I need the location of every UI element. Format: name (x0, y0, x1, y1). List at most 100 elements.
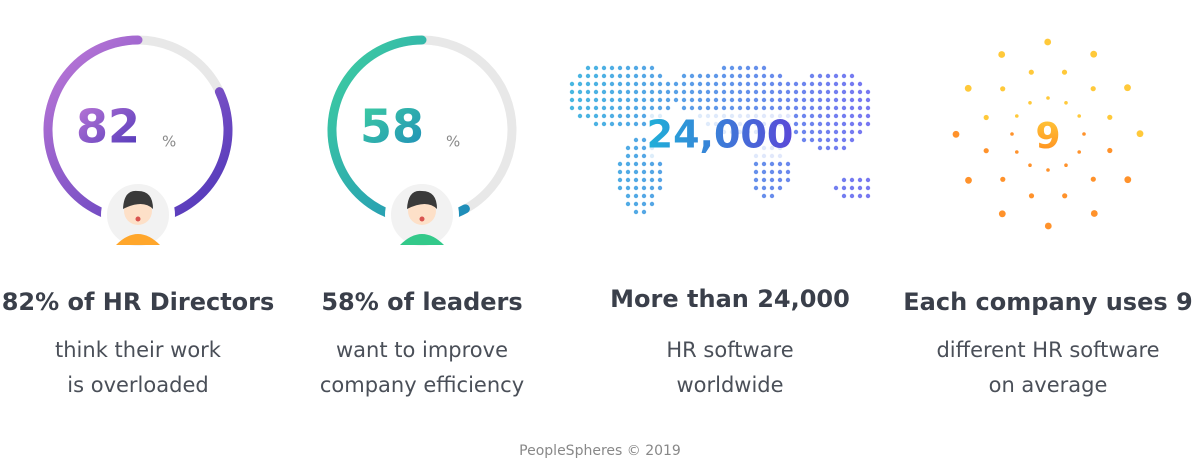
map-dot (817, 97, 823, 103)
map-dot (841, 185, 847, 191)
map-dot (841, 81, 847, 87)
map-dot (617, 65, 623, 71)
map-dot (721, 65, 727, 71)
map-dot (729, 81, 735, 87)
map-dot (649, 97, 655, 103)
map-dot (617, 89, 623, 95)
map-dot (833, 105, 839, 111)
map-dot (737, 89, 743, 95)
map-dot (641, 121, 647, 127)
avatar-mouth (419, 216, 425, 222)
map-dot (825, 73, 831, 79)
map-dot (769, 169, 775, 175)
map-dot (745, 89, 751, 95)
map-dot (841, 129, 847, 135)
map-dot (833, 137, 839, 143)
map-dot (641, 209, 647, 215)
map-dot (745, 81, 751, 87)
map-dot (809, 89, 815, 95)
map-dot (697, 73, 703, 79)
map-dot (689, 97, 695, 103)
map-dot (617, 169, 623, 175)
map-dot (769, 97, 775, 103)
map-dot (689, 105, 695, 111)
map-dot (793, 105, 799, 111)
map-dot (833, 145, 839, 151)
confetti (952, 130, 960, 138)
map-dot (633, 73, 639, 79)
map-dot (601, 65, 607, 71)
map-dot (609, 73, 615, 79)
map-dot (785, 169, 791, 175)
map-dot (769, 185, 775, 191)
map-dot (745, 97, 751, 103)
map-dot (569, 97, 575, 103)
map-dot (817, 73, 823, 79)
map-dot (609, 89, 615, 95)
map-dot (785, 97, 791, 103)
map-dot (801, 97, 807, 103)
map-dot (649, 73, 655, 79)
map-dot (833, 81, 839, 87)
map-dot (705, 89, 711, 95)
map-dot (777, 169, 783, 175)
map-dot (681, 105, 687, 111)
map-dot (625, 193, 631, 199)
stat-description: is overloaded (67, 373, 208, 397)
confetti (998, 210, 1006, 218)
map-dot (617, 97, 623, 103)
confetti (983, 114, 989, 121)
avatar-body (116, 234, 160, 245)
map-dot (769, 161, 775, 167)
gauge-value: 58 (360, 100, 424, 154)
map-dot (617, 121, 623, 127)
burst-value: 9 (1035, 116, 1060, 157)
map-dot (849, 185, 855, 191)
map-dot (753, 65, 759, 71)
map-dot (753, 161, 759, 167)
map-dot (809, 113, 815, 119)
map-dot (849, 89, 855, 95)
map-dot (841, 89, 847, 95)
confetti (1124, 176, 1132, 184)
confetti (964, 84, 972, 92)
map-dot (601, 73, 607, 79)
confetti (1062, 193, 1068, 199)
map-dot (793, 81, 799, 87)
map-dot (849, 121, 855, 127)
map-dot (817, 145, 823, 151)
map-dot (865, 97, 871, 103)
map-dot (849, 97, 855, 103)
stat-description: HR software (666, 338, 793, 362)
map-dot (649, 169, 655, 175)
confetti (1028, 163, 1032, 167)
map-dot (833, 185, 839, 191)
map-dot (617, 161, 623, 167)
map-dot (825, 81, 831, 87)
map-dot (801, 105, 807, 111)
gauge-value: 82 (76, 100, 140, 154)
stat-description: on average (989, 373, 1108, 397)
map-dot (777, 161, 783, 167)
map-dot (593, 81, 599, 87)
map-dot (593, 65, 599, 71)
map-dot (601, 89, 607, 95)
confetti (1000, 176, 1006, 182)
map-dot (633, 185, 639, 191)
map-dot (817, 89, 823, 95)
map-dot (609, 65, 615, 71)
map-dot (641, 81, 647, 87)
map-dot (585, 65, 591, 71)
map-dot (769, 193, 775, 199)
map-dot (625, 177, 631, 183)
map-dot (641, 153, 647, 159)
map-dot (825, 121, 831, 127)
map-dot (769, 81, 775, 87)
confetti (1046, 96, 1050, 100)
map-dot (593, 113, 599, 119)
map-dot (777, 97, 783, 103)
map-dot (657, 81, 663, 87)
map-dot (841, 193, 847, 199)
map-dot (665, 89, 671, 95)
map-dot (753, 169, 759, 175)
